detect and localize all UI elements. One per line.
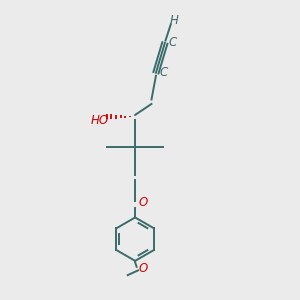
Text: C: C [168,36,176,49]
Text: C: C [159,66,167,79]
Text: H: H [169,14,178,27]
Text: O: O [139,262,148,275]
Text: HO: HO [90,114,109,127]
Text: O: O [139,196,148,209]
